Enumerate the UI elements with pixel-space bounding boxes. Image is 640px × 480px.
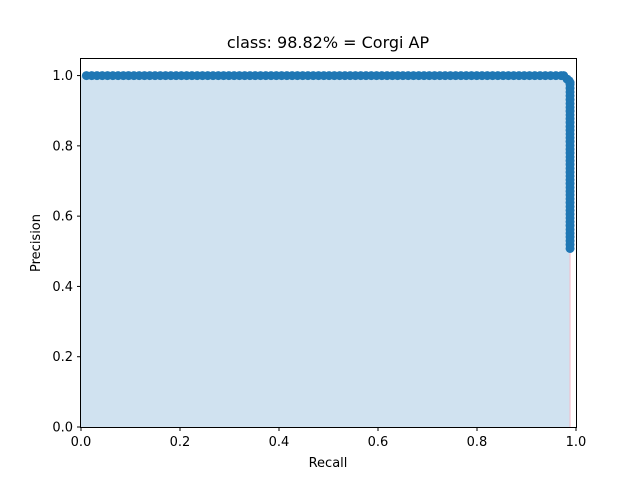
y-tick-label: 0.0 [52,421,73,436]
y-tick-label: 1.0 [52,69,73,84]
x-tick-label: 0.4 [269,435,290,450]
y-axis-label: Precision [29,214,44,272]
y-tick-label: 0.8 [52,139,73,154]
x-axis-label: Recall [309,456,348,471]
axes-frame [80,58,577,428]
data-point [565,243,575,253]
x-tick-label: 0.8 [467,435,488,450]
y-tick-label: 0.4 [52,280,73,295]
plot-area [81,75,571,428]
data-points [81,71,575,253]
x-tick-label: 1.0 [566,435,587,450]
x-tick-label: 0.2 [170,435,191,450]
y-axis-ticks: 0.0 0.2 0.4 0.6 0.8 1.0 [52,69,81,436]
y-tick-label: 0.2 [52,350,73,365]
area-fill [81,75,571,428]
y-tick-label: 0.6 [52,210,73,225]
x-tick-label: 0.6 [368,435,389,450]
chart-title: class: 98.82% = Corgi AP [227,33,430,52]
x-axis-ticks: 0.0 0.2 0.4 0.6 0.8 1.0 [71,427,587,450]
x-tick-label: 0.0 [71,435,92,450]
